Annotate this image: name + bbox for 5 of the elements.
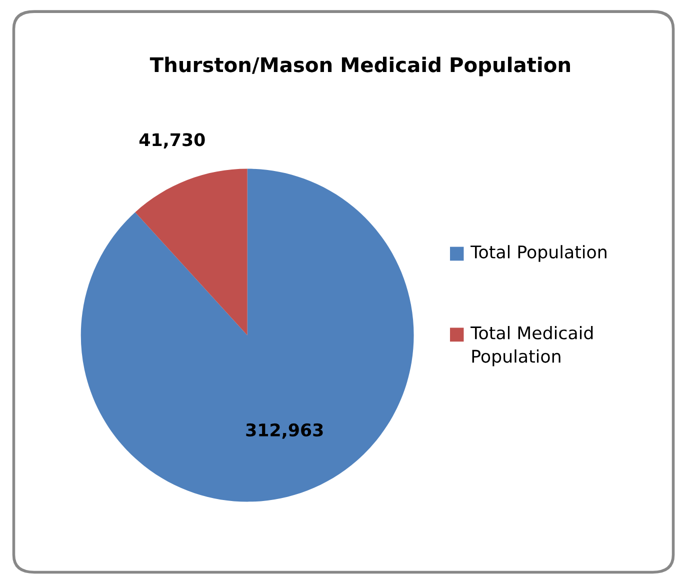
legend-label: Total Medicaid Population xyxy=(470,326,593,366)
chart-title: Thurston/Mason Medicaid Population xyxy=(150,56,570,76)
data-label: 41,730 xyxy=(139,133,205,148)
legend-label: Total Population xyxy=(470,245,606,262)
data-label: 312,963 xyxy=(246,423,323,439)
